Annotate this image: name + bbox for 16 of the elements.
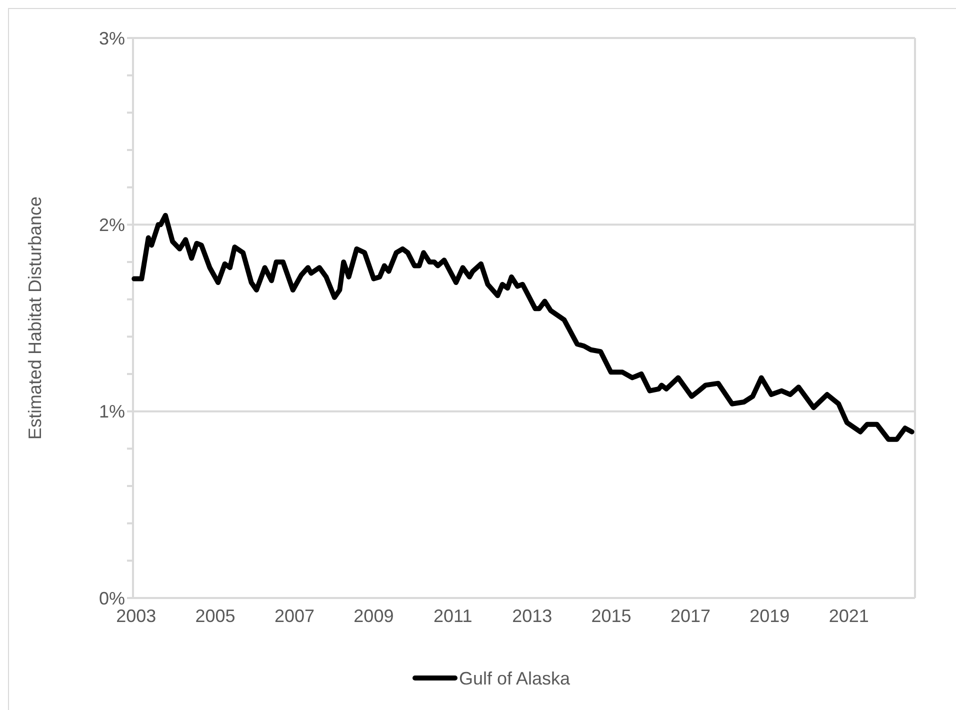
y-tick-label: 2% [98,214,125,235]
x-tick-label: 2007 [274,606,315,626]
y-tick-label: 0% [98,588,125,608]
x-tick-label: 2003 [116,606,156,626]
x-tick-label: 2021 [828,606,869,626]
x-tick-label: 2009 [354,606,394,626]
y-axis-title: Estimated Habitat Disturbance [25,196,45,440]
y-tick-label: 3% [98,28,125,48]
x-tick-label: 2015 [591,606,632,626]
legend-label: Gulf of Alaska [459,668,572,688]
x-tick-label: 2013 [512,606,552,626]
x-tick-label: 2019 [750,606,790,626]
x-tick-label: 2017 [670,606,711,626]
y-tick-label: 1% [98,402,125,422]
x-tick-label: 2005 [195,606,236,626]
x-tick-label: 2011 [434,606,472,626]
